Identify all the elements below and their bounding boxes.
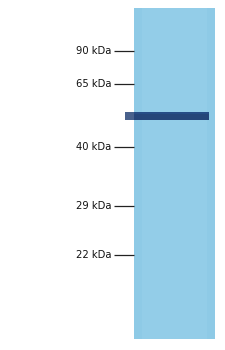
Text: 22 kDa: 22 kDa bbox=[76, 250, 111, 260]
Bar bbox=[134, 112, 209, 120]
Text: 90 kDa: 90 kDa bbox=[76, 46, 111, 56]
Text: 29 kDa: 29 kDa bbox=[76, 201, 111, 211]
Bar bbox=[125, 112, 134, 120]
Bar bbox=[134, 112, 209, 114]
Bar bbox=[134, 8, 215, 339]
Bar bbox=[142, 8, 207, 339]
Text: 65 kDa: 65 kDa bbox=[76, 79, 111, 89]
Text: 40 kDa: 40 kDa bbox=[76, 142, 111, 152]
